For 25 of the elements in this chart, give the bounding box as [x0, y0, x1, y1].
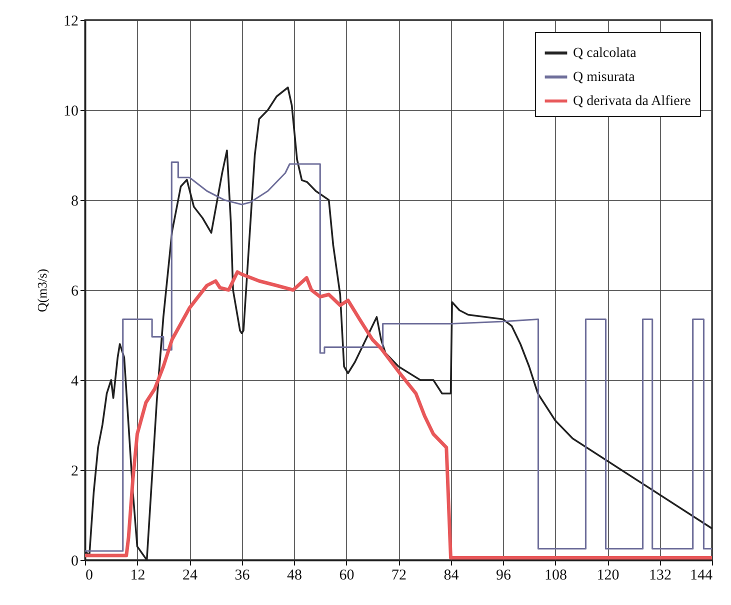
y-tick-label: 6 [71, 284, 79, 300]
legend-label: Q misurata [573, 70, 636, 85]
line-series [85, 161, 712, 552]
x-tick-label: 0 [86, 568, 93, 584]
x-tick-label: 96 [496, 568, 512, 584]
x-tick-label: 120 [596, 568, 620, 584]
legend-label: Q calcolata [573, 46, 638, 61]
y-tick-label: 10 [64, 104, 78, 120]
y-tick-label: 2 [71, 464, 78, 480]
x-tick-label: 144 [690, 568, 713, 584]
x-tick-label: 12 [130, 568, 146, 584]
x-tick-label: 48 [287, 568, 302, 584]
x-tick-label: 108 [544, 568, 567, 584]
y-tick-label: 12 [64, 14, 78, 30]
x-tick-label: 36 [234, 568, 250, 584]
y-tick-label: 8 [71, 194, 78, 210]
y-tick-label: 0 [71, 554, 78, 570]
x-tick-label: 132 [649, 568, 672, 584]
y-axis-title: Q(m3/s) [34, 268, 50, 312]
legend-label: Q derivata da Alfiere [573, 94, 691, 109]
x-tick-label: 72 [392, 568, 406, 584]
x-tick-label: 24 [182, 568, 198, 584]
x-tick-label: 60 [339, 568, 354, 584]
x-tick-label: 84 [444, 568, 460, 584]
y-tick-label: 4 [71, 374, 79, 390]
